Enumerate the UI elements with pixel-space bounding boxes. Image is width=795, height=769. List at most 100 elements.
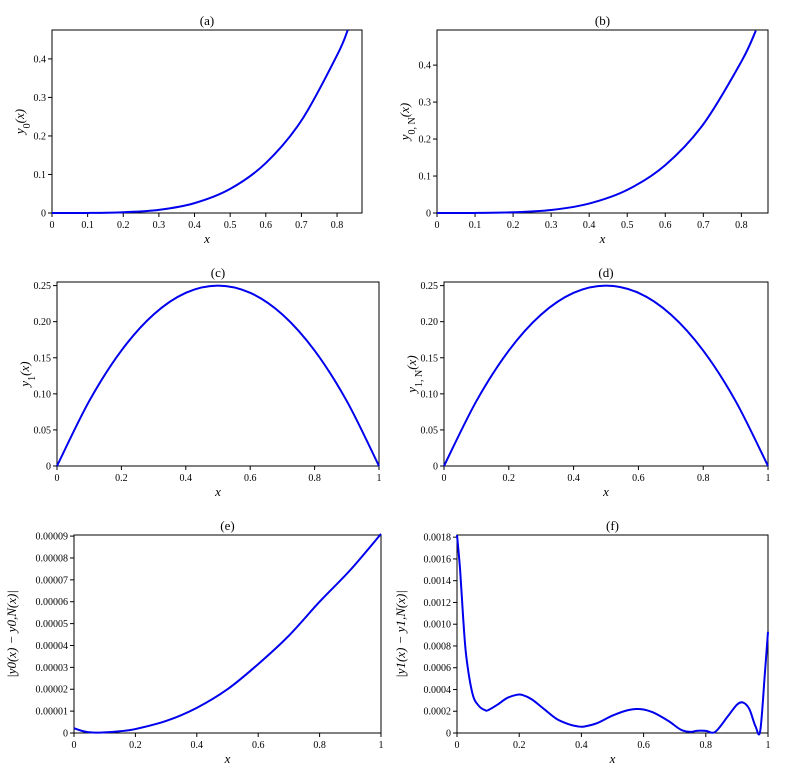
x-tick-label: 0.6	[260, 220, 273, 231]
x-tick-label: 0.6	[637, 740, 650, 751]
panel-title: (d)	[598, 265, 613, 280]
x-tick-label: 0	[50, 220, 55, 231]
x-axis-label: x	[609, 751, 616, 766]
x-tick-label: 0.8	[735, 220, 748, 231]
plot-frame	[457, 535, 768, 733]
y-tick-label: 0.2	[34, 131, 47, 142]
panel-title: (e)	[220, 518, 234, 533]
x-tick-label: 0.6	[632, 473, 645, 484]
x-tick-label: 0.6	[659, 220, 672, 231]
panel-a: (a) 0 0.1 0.2 0.3 0.4 0.5 0.6 0.7 0.8 0 0.1 0.2 0.3 0.…	[12, 13, 362, 246]
y-axis-label: y0(x)	[12, 109, 33, 136]
x-tick-label: 0.8	[700, 740, 713, 751]
y-tick-label: 0.20	[34, 317, 52, 328]
panel-b: (b) 0 0.1 0.2 0.3 0.4 0.5 0.6 0.7 0.8 0 0.1 0.2 0.3 0.…	[397, 13, 768, 246]
y-tick-label: 0.0006	[424, 663, 452, 674]
x-tick-label: 0.2	[129, 740, 142, 751]
series-line	[57, 286, 379, 466]
y-tick-label: 0.4	[419, 61, 432, 72]
x-tick-label: 0.5	[224, 220, 237, 231]
y-tick-label: 0.0010	[424, 620, 452, 631]
y-tick-label: 0.2	[419, 135, 432, 146]
y-tick-label: 0.3	[34, 93, 47, 104]
x-tick-label: 1	[766, 473, 771, 484]
y-tick-label: 0.00005	[36, 619, 69, 630]
x-tick-label: 0.2	[503, 473, 516, 484]
y-tick-label: 0	[446, 729, 451, 740]
series-line	[457, 535, 768, 734]
y-tick-label: 0.0008	[424, 641, 452, 652]
panel-title: (f)	[606, 518, 619, 533]
y-tick-label: 0.0018	[424, 533, 452, 544]
y-tick-label: 0.25	[34, 281, 52, 292]
x-tick-label: 0.4	[188, 220, 201, 231]
x-tick-label: 0.5	[621, 220, 634, 231]
y-axis-label: y0, N(x)	[397, 103, 418, 142]
x-tick-label: 0.2	[513, 740, 526, 751]
y-tick-label: 0.00006	[36, 597, 69, 608]
series-line	[437, 31, 756, 213]
x-tick-label: 0.8	[313, 740, 326, 751]
y-tick-label: 0	[46, 462, 51, 473]
y-tick-label: 0	[433, 462, 438, 473]
y-tick-label: 0.15	[421, 353, 439, 364]
x-tick-label: 0	[435, 220, 440, 231]
y-axis-label: |y0(x) − y0,N(x)|	[4, 590, 19, 678]
panel-title: (b)	[595, 13, 610, 28]
plot-frame	[52, 30, 362, 213]
series-line	[444, 286, 768, 466]
x-tick-label: 0.8	[697, 473, 710, 484]
y-tick-label: 0.0004	[424, 685, 452, 696]
x-tick-label: 0.4	[583, 220, 596, 231]
y-tick-label: 0.4	[34, 54, 47, 65]
x-tick-label: 0	[442, 473, 447, 484]
x-axis-label: x	[602, 484, 609, 499]
x-tick-label: 1	[379, 740, 384, 751]
x-tick-label: 0.8	[308, 473, 321, 484]
y-tick-label: 0.05	[421, 425, 439, 436]
x-tick-label: 1	[377, 473, 382, 484]
y-tick-label: 0.0012	[424, 598, 452, 609]
panel-f: (f) 0 0.2 0.4 0.6 0.8 1 0 0.0002 0.0004 0.0006 0.00…	[393, 518, 771, 766]
panel-title: (a)	[200, 13, 214, 28]
y-tick-label: 0.25	[421, 281, 439, 292]
x-tick-label: 0.2	[507, 220, 520, 231]
x-tick-label: 0.6	[252, 740, 265, 751]
x-axis-label: x	[203, 231, 210, 246]
x-tick-label: 0.3	[545, 220, 558, 231]
panel-d: (d) 0 0.2 0.4 0.6 0.8 1 0 0.05 0.10 0.15 0.20 0.25 x y…	[404, 265, 771, 499]
y-tick-label: 0.10	[34, 389, 52, 400]
y-tick-label: 0.1	[34, 170, 47, 181]
x-tick-label: 0.2	[115, 473, 128, 484]
panel-title: (c)	[211, 265, 225, 280]
y-tick-label: 0.00008	[36, 553, 69, 564]
y-tick-label: 0.20	[421, 317, 439, 328]
series-line	[74, 534, 381, 733]
y-tick-label: 0.3	[419, 98, 432, 109]
y-tick-label: 0	[426, 209, 431, 220]
x-axis-label: x	[599, 231, 606, 246]
y-tick-label: 0.10	[421, 389, 439, 400]
y-tick-label: 0.00007	[36, 575, 69, 586]
x-tick-label: 0.4	[575, 740, 588, 751]
y-tick-label: 0.00004	[36, 641, 69, 652]
x-tick-label: 0	[72, 740, 77, 751]
y-tick-label: 0.00002	[36, 685, 69, 696]
x-axis-label: x	[214, 484, 221, 499]
plot-frame	[74, 535, 381, 733]
y-tick-label: 0.0016	[424, 554, 452, 565]
x-tick-label: 1	[766, 740, 771, 751]
x-tick-label: 0.6	[244, 473, 257, 484]
y-tick-label: 0	[63, 729, 68, 740]
y-tick-label: 0.1	[419, 172, 432, 183]
panel-c: (c) 0 0.2 0.4 0.6 0.8 1 0 0.05 0.10 0.15 0.20 0.25 x y…	[17, 265, 382, 499]
x-tick-label: 0.3	[153, 220, 166, 231]
y-tick-label: 0.15	[34, 353, 52, 364]
x-tick-label: 0	[455, 740, 460, 751]
y-tick-label: 0.0002	[424, 707, 452, 718]
plot-frame	[437, 30, 768, 213]
series-line	[52, 30, 348, 213]
y-tick-label: 0.00009	[36, 532, 69, 543]
x-tick-label: 0.4	[567, 473, 580, 484]
